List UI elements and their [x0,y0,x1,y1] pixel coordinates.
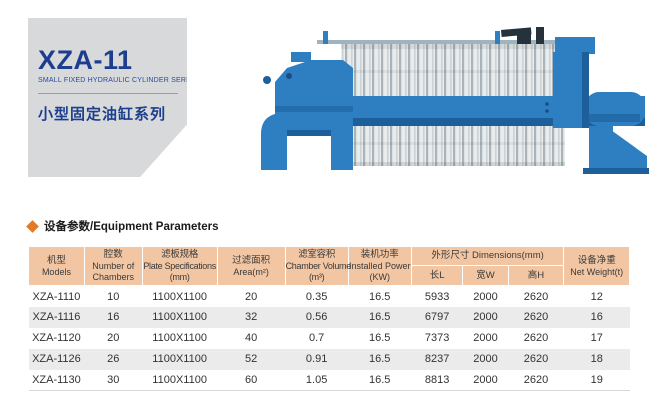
product-model-title: XZA-11 [38,45,133,75]
table-cell: 16 [590,311,603,324]
table-row: XZA-1116 16 1100X1100 32 0.56 16.5 6797 2000 262… [28,306,630,328]
col-chamber-volume: 滤室容积 Chamber Volume (m³) [284,245,351,287]
filter-press-illustration [255,18,650,178]
equipment-parameters-table: 机型 Models 腔数 Number of Chambers 滤板规格 Pla… [28,245,630,392]
equipment-parameters-table-wrap: 机型 Models 腔数 Number of Chambers 滤板规格 Pla… [28,245,630,392]
col-models: 机型 Models [28,245,85,287]
col-chambers: 腔数 Number of Chambers [83,245,143,287]
table-cell: 1100X1100 [152,311,207,324]
table-cell: 52 [245,353,258,366]
table-row: XZA-1130 30 1100X1100 60 1.05 16.5 8813 2000 262… [28,369,630,392]
table-cell: 20 [245,290,258,303]
col-height: 高H [507,265,565,287]
table-cell: 2620 [523,311,549,324]
table-cell: XZA-1116 [32,311,81,324]
table-cell: 6797 [424,311,450,324]
col-dimensions-group: 外形尺寸 Dimensions(mm) [410,245,565,267]
table-cell: 16.5 [369,290,391,303]
table-cell: 2620 [508,369,564,392]
table-cell: 8237 [424,353,450,366]
table-cell: 5933 [424,290,450,303]
table-cell: XZA-1126 [32,353,81,366]
product-series-subtitle-cn: 小型固定油缸系列 [38,106,167,124]
table-cell: 16 [107,311,120,324]
table-cell: XZA-1110 [32,290,81,303]
table-cell: 1100X1100 [152,353,207,366]
col-installed-power: 装机功率 Installed Power (KW) [347,245,412,287]
table-cell: 7373 [424,332,450,345]
table-row: XZA-1120 20 1100X1100 40 0.7 16.5 7373 2000 2620… [29,328,630,349]
table-cell: 30 [84,369,143,392]
table-cell: 2620 [523,332,549,345]
col-width: 宽W [462,265,509,287]
table-body: XZA-1110 10 1100X1100 20 0.35 16.5 5933 2000 262… [28,286,630,392]
table-cell: 18 [590,353,603,366]
table-cell: 0.91 [305,353,328,366]
table-row: XZA-1126 26 1100X1100 52 0.91 16.5 8237 2000 262… [28,348,630,370]
col-net-weight: 设备净重 Net Weight(t) [563,245,630,287]
table-cell: 1100X1100 [142,369,218,392]
table-cell: 1.05 [285,369,349,392]
table-cell: 2000 [473,353,498,366]
table-cell: 17 [590,332,603,345]
table-cell: 0.56 [305,311,328,324]
table-header: 机型 Models 腔数 Number of Chambers 滤板规格 Pla… [28,245,630,287]
table-cell: 16.5 [369,332,391,345]
table-cell: 1100X1100 [152,290,207,303]
table-cell: 2000 [473,332,498,345]
section-title: 设备参数/Equipment Parameters [44,221,219,233]
col-length: 长L [410,265,464,287]
card-divider [38,93,178,95]
section-heading: 设备参数/Equipment Parameters [26,218,219,234]
table-cell: 16.5 [369,353,391,366]
table-cell: 0.35 [305,290,328,303]
table-cell: 60 [217,369,286,392]
table-cell: 16.5 [348,369,412,392]
filter-press-drawing [261,27,649,174]
table-cell: XZA-1130 [28,369,85,392]
table-cell: 12 [590,290,603,303]
col-filter-area: 过滤面积 Area(m²) [216,245,286,287]
table-cell: 2620 [523,290,549,303]
table-cell: 8813 [411,369,463,392]
table-cell: 26 [107,353,120,366]
table-cell: 2000 [462,369,509,392]
table-cell: XZA-1120 [32,332,81,345]
table-cell: 32 [245,311,258,324]
table-cell: 10 [107,290,120,303]
table-cell: 1100X1100 [152,332,207,345]
table-cell: 2000 [473,290,498,303]
diamond-bullet-icon [26,219,39,233]
table-cell: 2620 [523,353,549,366]
table-cell: 16.5 [369,311,391,324]
table-cell: 0.7 [308,332,325,345]
product-series-subtitle-en: SMALL FIXED HYDRAULIC CYLINDER SERIES [38,77,199,85]
col-plate-specifications: 滤板规格 Plate Specifications (mm) [141,245,218,287]
table-cell: 40 [245,332,258,345]
table-cell: 2000 [473,311,498,324]
table-cell: 19 [563,369,630,392]
product-header-card: XZA-11 SMALL FIXED HYDRAULIC CYLINDER SE… [28,18,187,177]
table-row: XZA-1110 10 1100X1100 20 0.35 16.5 5933 2000 262… [29,286,630,307]
table-cell: 20 [107,332,120,345]
